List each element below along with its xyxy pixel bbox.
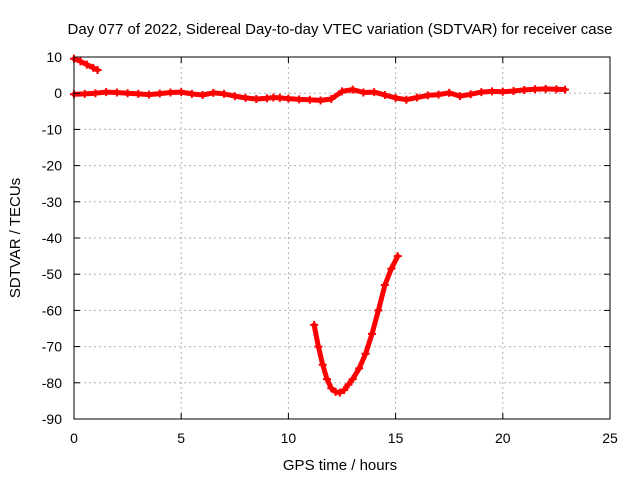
x-tick-label: 10 <box>281 430 297 446</box>
data-point <box>520 85 529 94</box>
data-point <box>355 364 364 373</box>
y-tick-label: -70 <box>42 339 62 355</box>
data-point <box>198 91 207 100</box>
y-axis-label: SDTVAR / TECUs <box>7 178 24 298</box>
series-line-2 <box>311 253 401 396</box>
data-point <box>145 90 154 99</box>
x-tick-label: 5 <box>177 430 185 446</box>
data-point <box>230 92 239 101</box>
data-point <box>252 94 261 103</box>
data-point <box>423 91 432 100</box>
x-tick-label: 25 <box>602 430 618 446</box>
data-point <box>530 85 539 94</box>
data-point <box>134 89 143 98</box>
y-tick-label: -50 <box>42 266 62 282</box>
y-tick-label: -10 <box>42 121 62 137</box>
data-point <box>305 95 314 104</box>
data-point <box>220 89 229 98</box>
data-point <box>155 89 164 98</box>
data-point <box>361 349 370 358</box>
data-point <box>310 320 319 329</box>
data-point <box>359 88 368 97</box>
data-point <box>374 306 383 315</box>
data-point <box>380 91 389 100</box>
data-point <box>284 94 293 103</box>
data-point <box>393 252 402 261</box>
y-tick-label: -20 <box>42 158 62 174</box>
data-point <box>335 388 344 397</box>
data-point <box>322 375 331 384</box>
data-point <box>338 87 346 96</box>
data-point <box>89 63 98 72</box>
x-tick-label: 15 <box>388 430 404 446</box>
data-point <box>76 57 85 66</box>
data-point <box>391 93 400 102</box>
data-point <box>166 88 175 97</box>
chart-title: Day 077 of 2022, Sidereal Day-to-day VTE… <box>68 21 613 38</box>
data-point <box>348 85 357 94</box>
x-tick-label: 0 <box>70 430 78 446</box>
y-tick-label: -60 <box>42 302 62 318</box>
data-point <box>488 87 497 96</box>
data-point <box>498 87 507 96</box>
x-axis-label: GPS time / hours <box>283 457 397 474</box>
data-point <box>344 380 353 389</box>
data-point <box>102 88 111 97</box>
data-point <box>187 89 196 98</box>
data-point <box>552 85 561 94</box>
data-point <box>455 92 464 101</box>
y-tick-label: -90 <box>42 411 62 427</box>
data-point <box>509 87 518 96</box>
data-point <box>82 60 91 69</box>
axis-ticks: 0 5 10 15 20 25 10 0 -10 -20 -30 -40 -50 -60 -70 -80 -90 <box>42 49 618 446</box>
data-point <box>112 88 121 97</box>
y-tick-label: -40 <box>42 230 62 246</box>
data-point <box>275 93 284 102</box>
data-point <box>445 88 454 97</box>
y-tick-label: -80 <box>42 375 62 391</box>
data-point <box>314 342 323 351</box>
data-point <box>80 89 89 98</box>
data-point <box>177 88 186 97</box>
data-point <box>477 88 486 97</box>
data-point <box>370 88 379 97</box>
data-point <box>348 375 357 384</box>
data-point <box>316 96 325 105</box>
data-point <box>434 90 443 99</box>
data-point <box>327 94 336 103</box>
data-point <box>402 95 411 104</box>
data-point <box>340 386 349 395</box>
y-tick-label: 0 <box>54 85 62 101</box>
data-point <box>560 85 569 94</box>
data-point <box>209 88 218 97</box>
data-point <box>91 89 100 98</box>
data-point <box>318 360 327 369</box>
x-tick-label: 20 <box>495 430 511 446</box>
data-point <box>413 93 422 102</box>
data-point <box>541 84 550 93</box>
data-point <box>368 329 377 338</box>
data-point <box>123 89 132 98</box>
data-point <box>327 384 336 393</box>
data-point <box>387 264 396 273</box>
data-series <box>70 54 569 397</box>
data-point <box>380 281 389 290</box>
data-point <box>295 95 304 104</box>
data-point <box>93 66 102 75</box>
y-tick-label: -30 <box>42 194 62 210</box>
grid-lines <box>74 57 610 419</box>
y-tick-label: 10 <box>46 49 62 65</box>
data-point <box>241 93 250 102</box>
data-point <box>466 90 475 99</box>
